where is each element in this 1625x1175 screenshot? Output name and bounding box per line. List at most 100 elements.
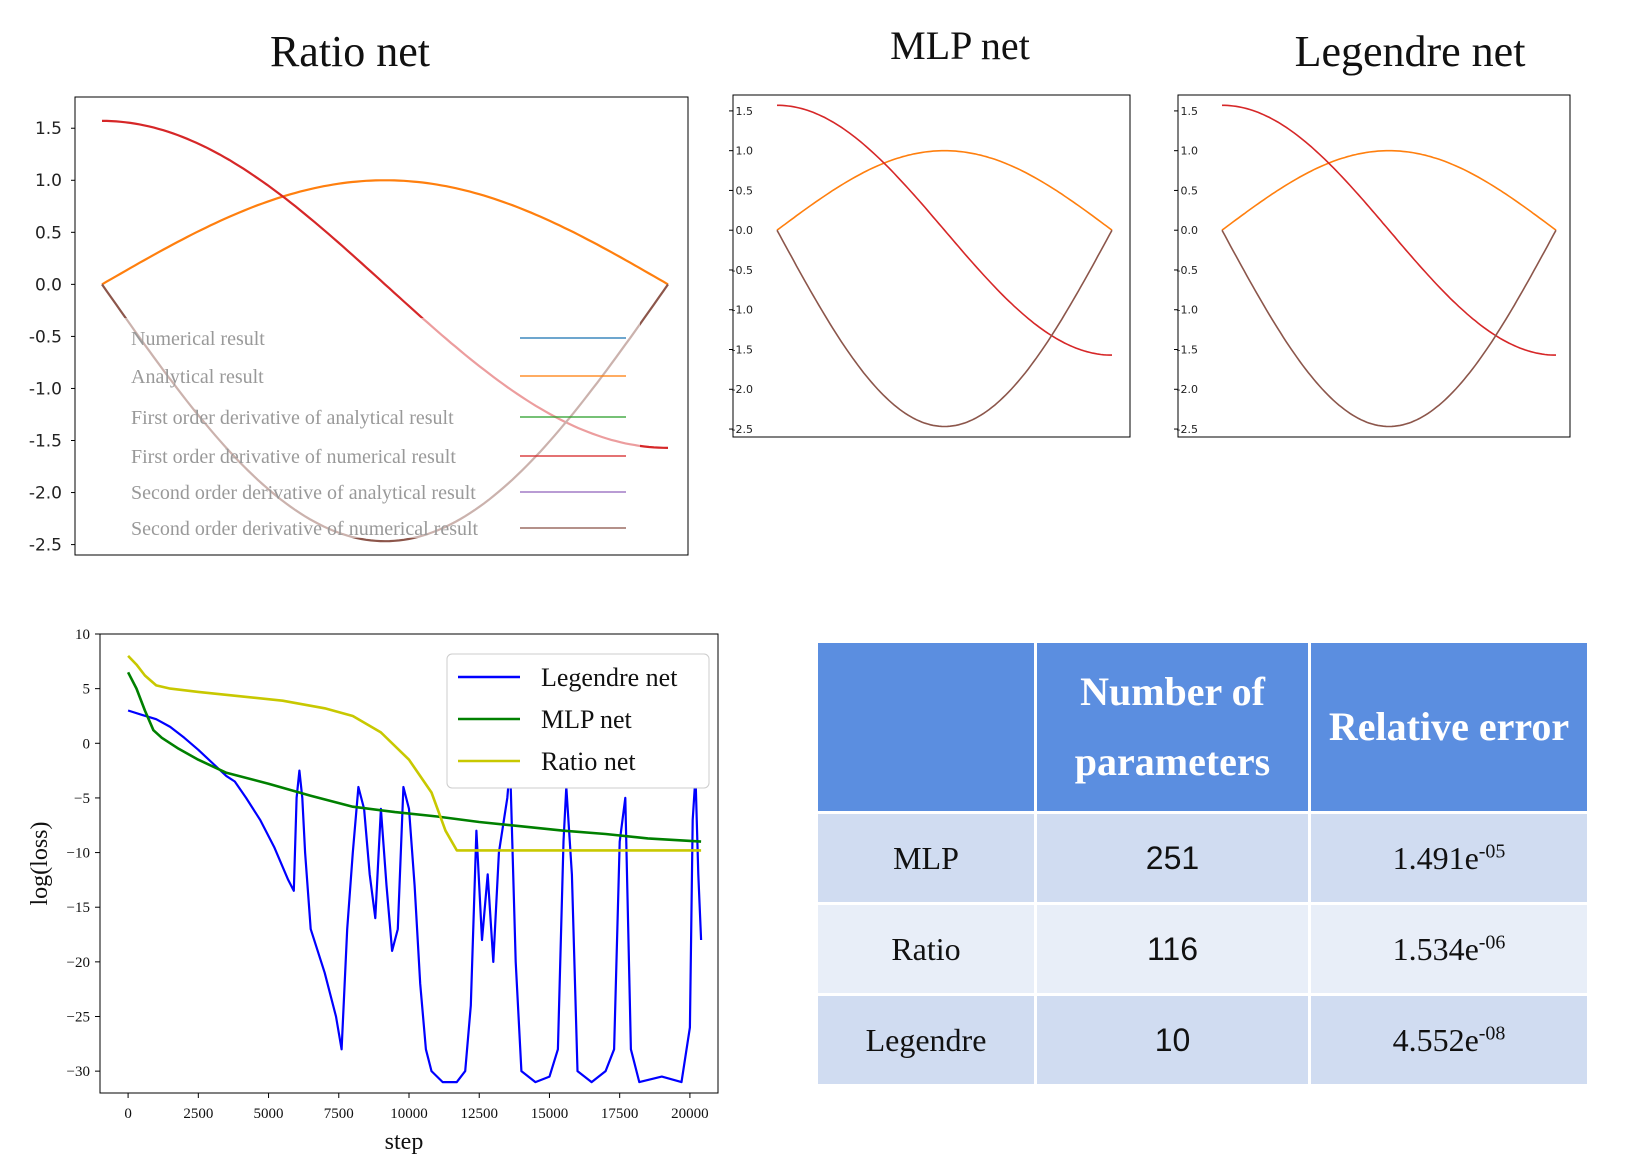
series-line [127,654,702,852]
ratio-net-title: Ratio net [269,27,431,76]
legend-box [446,653,710,789]
y-tick-label: -1.0 [29,379,62,399]
y-tick-label: -1.5 [1177,343,1198,356]
y-tick-label: -1.0 [1177,304,1198,317]
series-line [1222,104,1556,356]
y-tick-label: -0.5 [1177,264,1198,277]
line-chart-panel-2: 1.5 1.0 0.5 0.0 -0.5 -1.0 -1.5 -2.0 -2.5 [1174,94,1571,438]
x-tick-label: 10000 [390,1106,428,1122]
x-axis-label: step [385,1129,424,1155]
series-line [776,229,1113,428]
y-tick-label: 1.0 [35,171,62,191]
y-tick-label: 0 [83,736,91,752]
param-count: 251 [1034,811,1311,905]
error-exponent: -05 [1478,839,1506,862]
y-axis-label: log(loss) [27,822,53,906]
legend-label: Analytical result [131,366,264,388]
legend-label: MLP net [541,705,633,734]
x-tick-label: 15000 [531,1106,569,1122]
y-tick-label: 0.0 [35,275,62,295]
table-header-empty [815,640,1037,814]
legend-label: Second order derivative of numerical res… [131,518,479,540]
legend-label: First order derivative of analytical res… [131,407,454,429]
y-tick-label: -1.5 [732,343,753,356]
y-tick-label: −20 [67,955,90,971]
series-line [1221,149,1557,231]
legend-label: Second order derivative of analytical re… [131,482,476,504]
legend-label: Ratio net [541,747,636,776]
y-tick-label: −30 [67,1064,90,1080]
y-tick-label: −10 [67,846,90,862]
loss-chart: 10 5 0 −5 −10 −15 −20 −25 −30 0 2500 5000 7500 10000 1… [27,627,719,1155]
line-chart-panel-1: 1.5 1.0 0.5 0.0 -0.5 -1.0 -1.5 -2.0 -2.5 [729,94,1131,438]
y-tick-label: −5 [74,791,90,807]
model-name: Legendre [815,993,1037,1087]
x-tick-label: 20000 [671,1106,709,1122]
param-count: 116 [1034,902,1311,996]
relative-error: 4.552e-08 [1308,993,1590,1087]
series-line [127,709,703,1084]
y-tick-label: 0.5 [35,223,62,243]
y-tick-label: −25 [67,1010,90,1026]
series-line [776,149,1113,231]
relative-error: 1.534e-06 [1308,902,1590,996]
y-tick-label: -2.5 [1177,423,1198,436]
series-line [126,671,702,843]
y-tick-label: -1.5 [29,431,62,451]
y-tick-label: 1.5 [1181,105,1199,118]
x-tick-label: 5000 [254,1106,284,1122]
y-tick-label: 5 [83,682,91,698]
line-chart-panel-0: 1.5 1.0 0.5 0.0 -0.5 -1.0 -1.5 -2.0 -2.5 Numerica… [29,96,689,556]
y-tick-label: -2.0 [732,383,753,396]
y-tick-label: -0.5 [29,327,62,347]
y-tick-label: 1.0 [736,145,754,158]
y-tick-label: 0.5 [736,184,754,197]
plot-frame [74,96,689,556]
table-header-params: Number of parameters [1034,640,1311,814]
error-mantissa: 1.534e [1392,930,1479,967]
y-tick-label: 10 [75,627,90,643]
y-tick-label: -2.0 [29,483,62,503]
legend-label: Legendre net [541,663,678,692]
y-tick-label: 0.5 [1181,184,1199,197]
error-mantissa: 1.491e [1392,839,1479,876]
model-name: Ratio [815,902,1037,996]
x-tick-label: 17500 [601,1106,639,1122]
y-tick-label: -1.0 [732,304,753,317]
x-tick-label: 2500 [183,1106,213,1122]
table-row: Ratio 116 1.534e-06 [815,902,1590,996]
plot-frame [1177,94,1571,438]
model-name: MLP [815,811,1037,905]
y-tick-label: 1.5 [35,119,62,139]
table-row: MLP 251 1.491e-05 [815,811,1590,905]
error-exponent: -06 [1478,930,1506,953]
y-tick-label: -2.5 [732,423,753,436]
legendre-net-title: Legendre net [1294,27,1526,76]
y-tick-label: 1.0 [1181,145,1199,158]
legend-label: Numerical result [131,328,265,350]
y-tick-label: −15 [67,900,90,916]
legend: Legendre net MLP net Ratio net [446,653,710,789]
error-mantissa: 4.552e [1392,1021,1479,1058]
legend-box [120,318,640,538]
x-tick-label: 12500 [460,1106,498,1122]
y-tick-label: 0.0 [1181,224,1199,237]
legend-label: First order derivative of numerical resu… [131,446,456,468]
y-tick-label: -0.5 [732,264,753,277]
x-tick-label: 7500 [324,1106,354,1122]
error-exponent: -08 [1478,1021,1506,1044]
table-header-error: Relative error [1308,640,1590,814]
series-line [1221,229,1557,428]
plot-frame [732,94,1131,438]
series-line [777,104,1112,356]
series-line [101,179,669,286]
mlp-net-title: MLP net [890,23,1030,68]
relative-error: 1.491e-05 [1308,811,1590,905]
x-tick-label: 0 [124,1106,132,1122]
y-tick-label: -2.0 [1177,383,1198,396]
y-tick-label: 1.5 [736,105,754,118]
y-tick-label: 0.0 [736,224,754,237]
y-tick-label: -2.5 [29,536,62,556]
param-count: 10 [1034,993,1311,1087]
